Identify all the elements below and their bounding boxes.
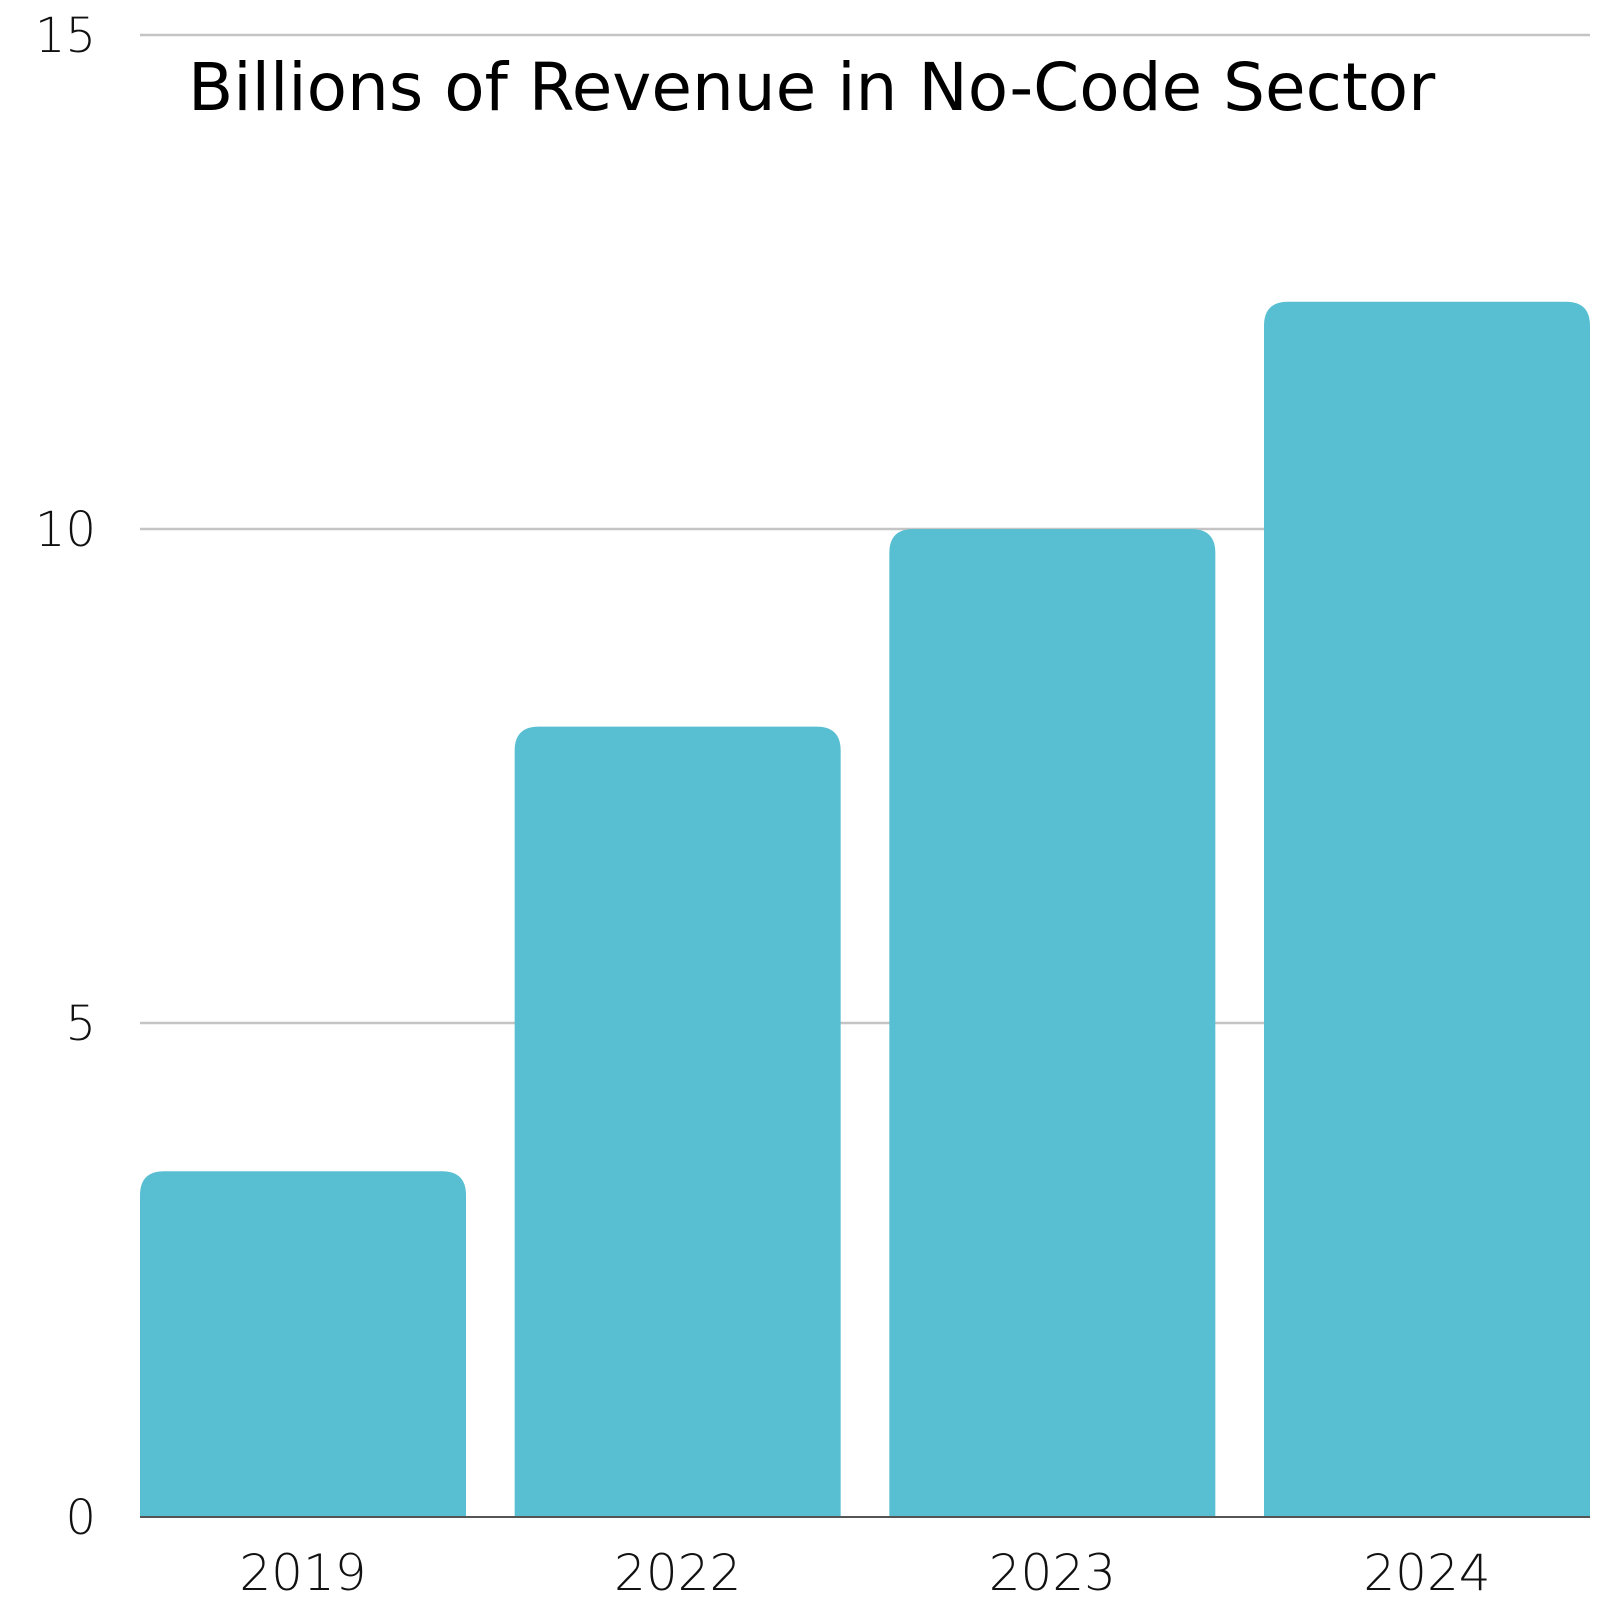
- x-tick-label-2019: 2019: [239, 1544, 366, 1597]
- bars: [140, 301, 1590, 1517]
- x-tick-label-2022: 2022: [614, 1544, 741, 1597]
- x-tick-label-2024: 2024: [1363, 1544, 1490, 1597]
- y-tick-label-15: 15: [35, 8, 96, 64]
- y-axis-tick-labels: 0 5 10 15: [35, 8, 96, 1546]
- bar-2019: [140, 1171, 466, 1517]
- bar-2024: [1264, 301, 1590, 1517]
- chart-title: Billions of Revenue in No-Code Sector: [188, 49, 1436, 126]
- y-tick-label-5: 5: [65, 996, 96, 1052]
- y-tick-label-0: 0: [65, 1490, 96, 1546]
- x-axis-tick-labels: 2019 2022 2023 2024: [239, 1544, 1490, 1597]
- x-tick-label-2023: 2023: [989, 1544, 1116, 1597]
- bar-2023: [889, 529, 1216, 1517]
- bar-2022: [514, 726, 841, 1517]
- y-tick-label-10: 10: [35, 502, 96, 558]
